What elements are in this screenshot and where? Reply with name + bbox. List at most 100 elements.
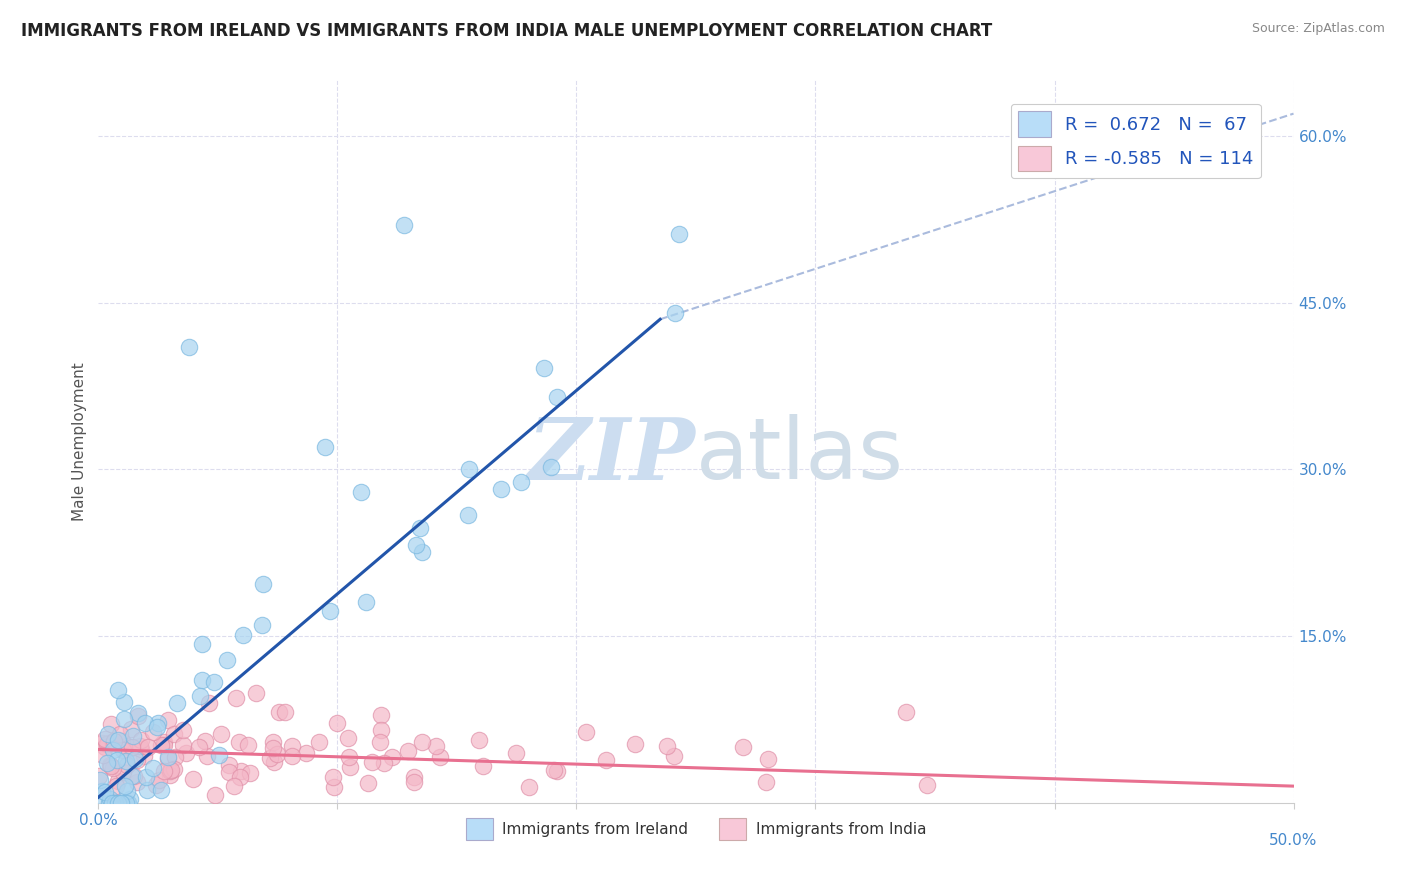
- Point: [510, 475, 533, 490]
- Point: [245, 685, 267, 699]
- Point: [129, 732, 152, 747]
- Point: [239, 766, 262, 780]
- Point: [546, 764, 568, 779]
- Point: [218, 758, 240, 772]
- Point: [108, 796, 131, 810]
- Point: [308, 734, 330, 748]
- Point: [236, 738, 259, 752]
- Point: [489, 482, 512, 496]
- Text: IMMIGRANTS FROM IRELAND VS IMMIGRANTS FROM INDIA MALE UNEMPLOYMENT CORRELATION C: IMMIGRANTS FROM IRELAND VS IMMIGRANTS FR…: [21, 22, 993, 40]
- Text: atlas: atlas: [696, 415, 904, 498]
- Point: [103, 736, 125, 750]
- Point: [112, 765, 135, 780]
- Point: [100, 759, 122, 773]
- Point: [107, 774, 129, 789]
- Point: [117, 796, 139, 810]
- Point: [98, 758, 121, 772]
- Point: [315, 440, 337, 454]
- Point: [668, 227, 690, 241]
- Point: [209, 727, 232, 741]
- Point: [404, 770, 426, 784]
- Point: [101, 761, 124, 775]
- Point: [127, 753, 149, 767]
- Point: [101, 796, 124, 810]
- Point: [117, 758, 139, 772]
- Point: [354, 594, 377, 608]
- Text: ZIP: ZIP: [529, 414, 696, 498]
- Point: [188, 739, 211, 754]
- Point: [533, 361, 555, 376]
- Point: [110, 727, 132, 741]
- Point: [250, 618, 273, 632]
- Point: [114, 754, 136, 768]
- Point: [655, 739, 678, 753]
- Point: [457, 508, 479, 522]
- Point: [269, 705, 291, 719]
- Point: [252, 576, 274, 591]
- Point: [166, 696, 188, 710]
- Point: [105, 753, 128, 767]
- Text: Source: ZipAtlas.com: Source: ZipAtlas.com: [1251, 22, 1385, 36]
- Point: [337, 750, 360, 764]
- Point: [204, 788, 226, 802]
- Point: [145, 721, 167, 735]
- Y-axis label: Male Unemployment: Male Unemployment: [72, 362, 87, 521]
- Point: [121, 739, 143, 754]
- Point: [409, 521, 432, 535]
- Point: [361, 755, 384, 769]
- Point: [156, 713, 179, 727]
- Point: [394, 218, 416, 232]
- Point: [370, 723, 392, 738]
- Point: [153, 738, 176, 752]
- Point: [731, 739, 754, 754]
- Point: [120, 791, 142, 805]
- Point: [107, 683, 129, 698]
- Point: [202, 675, 225, 690]
- Point: [457, 461, 479, 475]
- Point: [127, 709, 149, 723]
- Point: [357, 776, 380, 790]
- Point: [370, 707, 392, 722]
- Point: [93, 732, 115, 747]
- Point: [339, 760, 361, 774]
- Point: [405, 538, 427, 552]
- Point: [97, 796, 120, 810]
- Point: [546, 390, 568, 404]
- Point: [103, 734, 125, 748]
- Point: [232, 628, 254, 642]
- Point: [756, 752, 779, 766]
- Point: [337, 731, 360, 745]
- Point: [93, 747, 115, 762]
- Point: [373, 756, 395, 771]
- Point: [896, 705, 918, 719]
- Point: [259, 750, 281, 764]
- Point: [122, 769, 145, 783]
- Point: [96, 736, 118, 750]
- Point: [179, 340, 201, 354]
- Point: [111, 734, 134, 748]
- Point: [127, 706, 149, 721]
- Text: 50.0%: 50.0%: [1270, 833, 1317, 848]
- Point: [411, 735, 433, 749]
- Point: [425, 739, 447, 753]
- Point: [218, 764, 240, 779]
- Point: [595, 753, 617, 767]
- Point: [97, 727, 120, 741]
- Point: [89, 772, 111, 787]
- Point: [163, 727, 186, 741]
- Point: [411, 544, 433, 558]
- Point: [467, 733, 489, 747]
- Point: [326, 715, 349, 730]
- Point: [207, 747, 229, 762]
- Point: [129, 742, 152, 756]
- Point: [181, 772, 204, 786]
- Point: [281, 748, 304, 763]
- Point: [174, 746, 197, 760]
- Point: [93, 785, 115, 799]
- Point: [150, 782, 173, 797]
- Point: [429, 750, 451, 764]
- Point: [295, 746, 318, 760]
- Point: [101, 742, 124, 756]
- Point: [404, 775, 426, 789]
- Point: [135, 770, 157, 784]
